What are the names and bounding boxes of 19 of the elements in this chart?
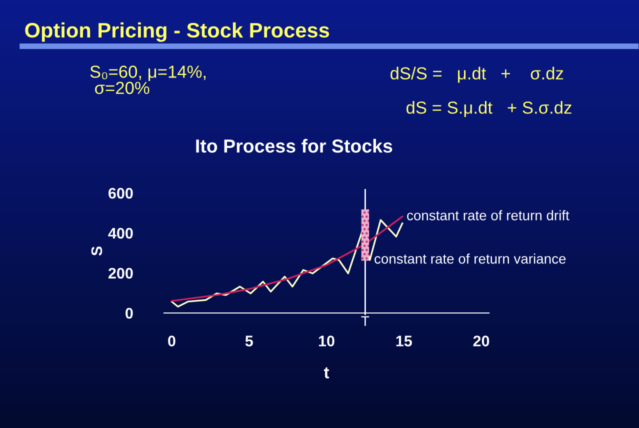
x-tick-label: 15 (396, 336, 412, 346)
y-tick-label: 600 (108, 188, 133, 199)
y-tick-label: 200 (108, 268, 133, 279)
y-tick-label: 0 (126, 308, 133, 319)
x-tick-label: 5 (245, 336, 253, 346)
chart-title: Option Pricing - Stock Process (25, 22, 330, 42)
annotation: constant rate of return drift (407, 210, 570, 220)
y-axis-title: S (91, 246, 102, 256)
annotation: constant rate of return variance (374, 254, 566, 264)
y-tick-label: 400 (108, 228, 133, 239)
x-tick-label: 20 (473, 336, 490, 346)
ref-line-label: T (361, 316, 370, 326)
text: dS = S.μ.dt + S.σ.dz (406, 101, 572, 117)
x-tick-label: 0 (168, 336, 176, 346)
text: S₀=60, μ=14%, σ=20% (90, 66, 206, 94)
x-axis-title: t (324, 367, 330, 378)
chart-subtitle: Ito Process for Stocks (196, 138, 392, 153)
text: dS/S = μ.dt + σ.dz (390, 66, 564, 83)
x-tick-label: 10 (318, 336, 334, 346)
